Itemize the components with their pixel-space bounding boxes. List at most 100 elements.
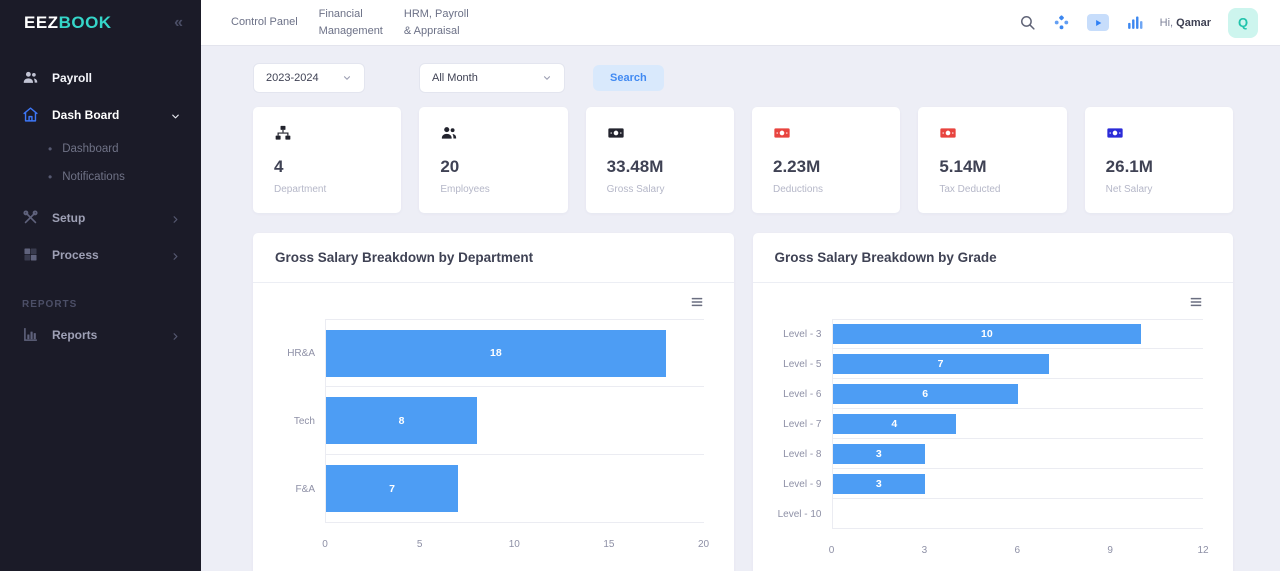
chevron-down-icon bbox=[170, 109, 181, 120]
chart-bar-icon bbox=[22, 326, 39, 343]
year-select-value: 2023-2024 bbox=[266, 72, 319, 84]
bar-hr-a[interactable]: 18 bbox=[326, 329, 666, 377]
sidebar-subitem-label: Notifications bbox=[62, 171, 125, 183]
category-label: HR&A bbox=[287, 347, 315, 359]
grid-icon bbox=[22, 246, 39, 263]
bar-track: 3 bbox=[831, 439, 1203, 469]
stat-label: Deductions bbox=[772, 184, 824, 195]
x-tick-label: 0 bbox=[828, 545, 835, 556]
topnav-item-control-panel[interactable]: Control Panel bbox=[231, 14, 298, 31]
chart-row-level-6: Level - 6 6 bbox=[775, 379, 1203, 409]
category-label: Tech bbox=[293, 415, 315, 427]
greeting-text: Hi, bbox=[1159, 16, 1174, 29]
bar-f-a[interactable]: 7 bbox=[326, 465, 459, 512]
bar-track: 3 bbox=[831, 469, 1203, 499]
bar-track bbox=[831, 499, 1203, 529]
search-button[interactable]: Search bbox=[593, 65, 664, 91]
logo-text-secondary: BOOK bbox=[58, 12, 112, 32]
money-icon bbox=[939, 124, 957, 142]
sidebar-collapse-icon[interactable]: « bbox=[174, 13, 183, 31]
nav-section-label: REPORTS bbox=[22, 299, 78, 310]
video-play-icon[interactable] bbox=[1086, 14, 1109, 31]
topnav-item-label: HRM, Payroll & Appraisal bbox=[403, 8, 469, 37]
stat-card-tax-deducted: 5.14M Tax Deducted bbox=[918, 107, 1067, 213]
x-axis: 0 5 10 15 20 bbox=[275, 523, 709, 571]
sitemap-icon bbox=[274, 124, 292, 142]
sidebar-item-payroll[interactable]: Payroll bbox=[0, 59, 201, 96]
chart-menu-icon[interactable] bbox=[690, 295, 704, 309]
page-content: 2023-2024 All Month Search 4 Department 20… bbox=[201, 45, 1280, 571]
category-label: Level - 6 bbox=[783, 388, 822, 400]
bullet-icon: • bbox=[48, 142, 53, 156]
bar-track: 7 bbox=[325, 455, 704, 523]
x-tick-label: 10 bbox=[508, 539, 520, 550]
logo-text-primary: EEZ bbox=[24, 12, 59, 32]
stats-grid: 4 Department 20 Employees 33.48M Gross Salary… bbox=[253, 107, 1233, 213]
month-select[interactable]: All Month bbox=[419, 63, 565, 93]
stat-value: 5.14M bbox=[939, 157, 987, 176]
sidebar-subitem-notifications[interactable]: • Notifications bbox=[0, 163, 201, 191]
topnav-item-financial-management[interactable]: Financial Management bbox=[319, 6, 383, 39]
stat-label: Department bbox=[274, 184, 327, 195]
bar-level-8[interactable]: 3 bbox=[832, 443, 926, 464]
bar-level-6[interactable]: 6 bbox=[832, 383, 1018, 404]
sidebar-item-dash-board[interactable]: Dash Board bbox=[0, 96, 201, 133]
chevron-down-icon bbox=[542, 73, 552, 83]
chart-menu-icon[interactable] bbox=[1189, 295, 1203, 309]
year-select[interactable]: 2023-2024 bbox=[253, 63, 365, 93]
sidebar-subitem-dashboard[interactable]: • Dashboard bbox=[0, 135, 201, 163]
sidebar-subitem-label: Dashboard bbox=[62, 143, 119, 155]
x-tick-label: 9 bbox=[1107, 545, 1113, 556]
x-axis: 0 3 6 9 12 bbox=[775, 529, 1209, 559]
sidebar-header: EEZBOOK « bbox=[0, 0, 201, 45]
search-icon[interactable] bbox=[1019, 14, 1036, 31]
topnav-item-label: Financial Management bbox=[318, 8, 383, 37]
stat-card-gross-salary: 33.48M Gross Salary bbox=[585, 107, 734, 213]
chart-row-level-8: Level - 8 3 bbox=[775, 439, 1203, 469]
bar-value-label: 8 bbox=[398, 414, 405, 427]
bar-track: 6 bbox=[831, 379, 1203, 409]
money-icon bbox=[607, 124, 625, 142]
bar-track: 10 bbox=[831, 319, 1203, 349]
sidebar-item-process[interactable]: Process bbox=[0, 236, 201, 273]
bar-chart-grade: Level - 3 10 Level - 5 7 Level - 6 6 Level - 7… bbox=[775, 319, 1209, 559]
stat-label: Tax Deducted bbox=[939, 184, 1001, 195]
bar-tech[interactable]: 8 bbox=[326, 397, 477, 444]
topbar: Control Panel Financial Management HRM, Pa… bbox=[201, 0, 1280, 45]
sidebar-item-reports[interactable]: Reports bbox=[0, 316, 201, 353]
x-axis-ticks: 0 3 6 9 12 bbox=[828, 529, 1209, 563]
apps-icon[interactable] bbox=[1053, 14, 1070, 31]
bar-value-label: 6 bbox=[922, 387, 929, 400]
chart-row-level-7: Level - 7 4 bbox=[775, 409, 1203, 439]
bar-level-7[interactable]: 4 bbox=[832, 413, 956, 434]
bar-level-5[interactable]: 7 bbox=[832, 353, 1049, 374]
topbar-right: Hi, Qamar Q bbox=[1019, 7, 1258, 38]
bar-value-label: 10 bbox=[981, 328, 993, 340]
stat-value: 20 bbox=[440, 157, 460, 176]
chevron-down-icon bbox=[342, 73, 352, 83]
chart-row-level-5: Level - 5 7 bbox=[775, 349, 1203, 379]
x-tick-label: 6 bbox=[1014, 545, 1021, 556]
bar-chart-department: HR&A 18 Tech 8 F&A 7 0 5 10 15 20 bbox=[275, 319, 709, 571]
category-label: Level - 5 bbox=[783, 358, 822, 370]
avatar[interactable]: Q bbox=[1228, 7, 1258, 38]
stat-card-employees: 20 Employees bbox=[419, 107, 568, 213]
category-label: Level - 10 bbox=[777, 508, 822, 520]
stat-label: Net Salary bbox=[1105, 184, 1153, 195]
stat-card-net-salary: 26.1M Net Salary bbox=[1084, 107, 1233, 213]
topnav-item-hrm-payroll-appraisal[interactable]: HRM, Payroll & Appraisal bbox=[404, 6, 469, 39]
sidebar: EEZBOOK « Payroll Dash Board • Dashboard • No… bbox=[0, 0, 201, 571]
users-icon bbox=[440, 124, 458, 142]
sidebar-item-setup[interactable]: Setup bbox=[0, 199, 201, 236]
sidebar-item-label: Payroll bbox=[52, 70, 93, 85]
chart-title: Gross Salary Breakdown by Grade bbox=[774, 250, 997, 265]
chart-card-grade: Gross Salary Breakdown by Grade Level - … bbox=[752, 233, 1233, 571]
bar-level-9[interactable]: 3 bbox=[832, 473, 926, 494]
bar-stats-icon[interactable] bbox=[1126, 14, 1143, 31]
chart-row-level-10: Level - 10 bbox=[775, 499, 1203, 529]
chart-row-f-a: F&A 7 bbox=[275, 455, 704, 523]
bar-level-3[interactable]: 10 bbox=[832, 324, 1142, 344]
x-tick-label: 0 bbox=[322, 539, 328, 550]
top-navigation: Control Panel Financial Management HRM, Pa… bbox=[231, 6, 469, 39]
topnav-item-label: Control Panel bbox=[231, 16, 298, 29]
